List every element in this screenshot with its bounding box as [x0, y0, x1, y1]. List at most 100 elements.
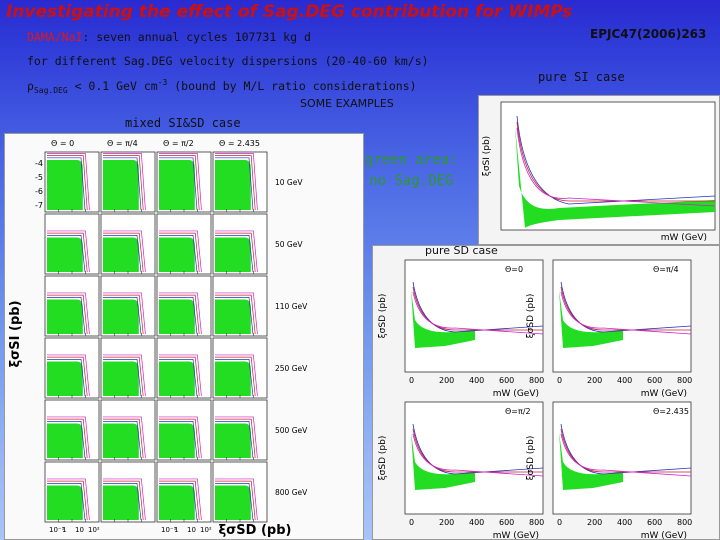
sagdeg-curve — [215, 235, 254, 273]
sd-theta-label: Θ=π/4 — [653, 265, 679, 274]
pure-si-label: pure SI case — [538, 70, 625, 84]
sagdeg-curve — [47, 232, 88, 273]
mixed-y-tick: -4 — [35, 159, 43, 168]
sd-x-tick: 200 — [439, 518, 454, 527]
sd-plots-svg: Θ=0 ξσSD (pb) mW (GeV) 0 200 400 600 800 Θ=π/4 ξσ… — [378, 259, 692, 539]
sagdeg-curve — [47, 155, 88, 211]
sagdeg-curve — [215, 359, 254, 397]
sagdeg-curve — [103, 230, 146, 273]
mixed-y-tick: -5 — [35, 173, 43, 182]
theta-header: Θ = 2.435 — [219, 139, 260, 148]
allowed-region — [159, 237, 195, 272]
sagdeg-curve — [103, 480, 144, 521]
sagdeg-curve — [159, 297, 198, 335]
dataset-line: DAMA/NaI: seven annual cycles 107731 kg … — [27, 30, 311, 44]
sd-sagdeg-curve — [412, 291, 544, 335]
mixed-x-tick: 1 — [174, 526, 178, 534]
rho-symbol: ρ — [27, 78, 34, 93]
allowed-region — [215, 299, 251, 334]
mass-label: 50 GeV — [275, 240, 303, 249]
allowed-region — [103, 485, 139, 520]
sagdeg-curve — [47, 235, 86, 273]
sd-x-tick: 800 — [529, 518, 544, 527]
allowed-region — [215, 361, 251, 396]
mixed-y-tick: -6 — [35, 187, 43, 196]
si-plot-figure: ξσSI (pb) mW (GeV) — [478, 95, 720, 245]
sagdeg-curve — [159, 294, 200, 335]
sd-sagdeg-curve — [412, 433, 544, 477]
sagdeg-curve — [215, 421, 254, 459]
theta-header: Θ = 0 — [51, 139, 74, 148]
sd-x-tick: 0 — [409, 376, 414, 385]
sd-x-tick: 400 — [469, 376, 484, 385]
sagdeg-curve — [47, 294, 88, 335]
mixed-grid-svg: ξσSI (pb) ξσSD (pb) Θ = 0 Θ = π/4 Θ = π/2 Θ =… — [8, 139, 308, 538]
sagdeg-curve — [103, 297, 142, 335]
si-sagdeg-curve — [516, 115, 716, 205]
mixed-y-tick: -7 — [35, 201, 43, 210]
sagdeg-curve — [47, 478, 90, 521]
si-plot-svg: ξσSI (pb) mW (GeV) — [482, 101, 716, 243]
sd-frame — [552, 259, 692, 373]
mass-label: 800 GeV — [275, 488, 308, 497]
allowed-region — [103, 299, 139, 334]
mixed-x-tick: 10² — [88, 526, 100, 534]
mixed-x-tick: 10 — [187, 526, 196, 534]
density-line: ρSag.DEG < 0.1 GeV cm-3 (bound by M/L ra… — [27, 78, 417, 95]
sd-theta-label: Θ=0 — [505, 265, 523, 274]
mixed-x-tick: 10⁻¹ — [161, 526, 177, 534]
sagdeg-curve — [103, 356, 144, 397]
sagdeg-curve — [103, 153, 146, 211]
sd-x-tick: 0 — [409, 518, 414, 527]
sagdeg-curve — [215, 356, 256, 397]
sd-x-axis-label: mW (GeV) — [641, 389, 687, 399]
mixed-x-tick: 10² — [200, 526, 212, 534]
si-x-axis-label: mW (GeV) — [661, 233, 707, 243]
sagdeg-curve — [159, 421, 198, 459]
sd-allowed-region — [559, 290, 623, 348]
allowed-region — [215, 160, 251, 210]
sagdeg-curve — [215, 480, 256, 521]
sagdeg-curve — [103, 421, 142, 459]
sagdeg-curve — [103, 354, 146, 397]
sd-allowed-region — [411, 290, 475, 348]
sagdeg-curve — [159, 416, 202, 459]
sd-plots-figure: Θ=0 ξσSD (pb) mW (GeV) 0 200 400 600 800 Θ=π/4 ξσ… — [372, 245, 720, 540]
sd-x-tick: 600 — [499, 518, 514, 527]
sagdeg-curve — [215, 292, 258, 335]
mass-label: 10 GeV — [275, 178, 303, 187]
sagdeg-curve — [159, 292, 202, 335]
sd-sagdeg-curve — [560, 433, 692, 477]
si-sagdeg-curve — [516, 127, 716, 207]
sagdeg-curve — [47, 480, 88, 521]
mixed-x-tick: 10⁻¹ — [49, 526, 65, 534]
sd-x-axis-label: mW (GeV) — [641, 531, 687, 539]
sagdeg-curve — [159, 359, 198, 397]
sd-frame — [552, 401, 692, 515]
allowed-region — [215, 423, 251, 458]
sd-y-axis-label: ξσSD (pb) — [378, 294, 388, 339]
allowed-region — [47, 423, 83, 458]
sd-y-axis-label: ξσSD (pb) — [378, 436, 388, 481]
sagdeg-curve — [215, 478, 258, 521]
sagdeg-curve — [103, 359, 142, 397]
allowed-region — [47, 299, 83, 334]
sagdeg-curve — [47, 297, 86, 335]
sagdeg-curve — [159, 232, 200, 273]
allowed-region — [103, 361, 139, 396]
sagdeg-curve — [215, 297, 254, 335]
pure-sd-label: pure SD case — [425, 244, 498, 257]
sd-x-tick: 600 — [499, 376, 514, 385]
sagdeg-curve — [47, 153, 90, 211]
sd-x-tick: 800 — [677, 518, 692, 527]
allowed-region — [159, 361, 195, 396]
mixed-grid-figure: ξσSI (pb) ξσSD (pb) Θ = 0 Θ = π/4 Θ = π/2 Θ =… — [4, 133, 364, 540]
green-area-note: green area: no Sag.DEG — [365, 150, 458, 192]
sd-frame — [404, 259, 544, 373]
sagdeg-curve — [103, 416, 146, 459]
sd-x-tick: 0 — [557, 518, 562, 527]
sagdeg-curve — [47, 421, 86, 459]
sd-x-axis-label: mW (GeV) — [493, 389, 539, 399]
sagdeg-curve — [103, 292, 146, 335]
allowed-region — [103, 237, 139, 272]
